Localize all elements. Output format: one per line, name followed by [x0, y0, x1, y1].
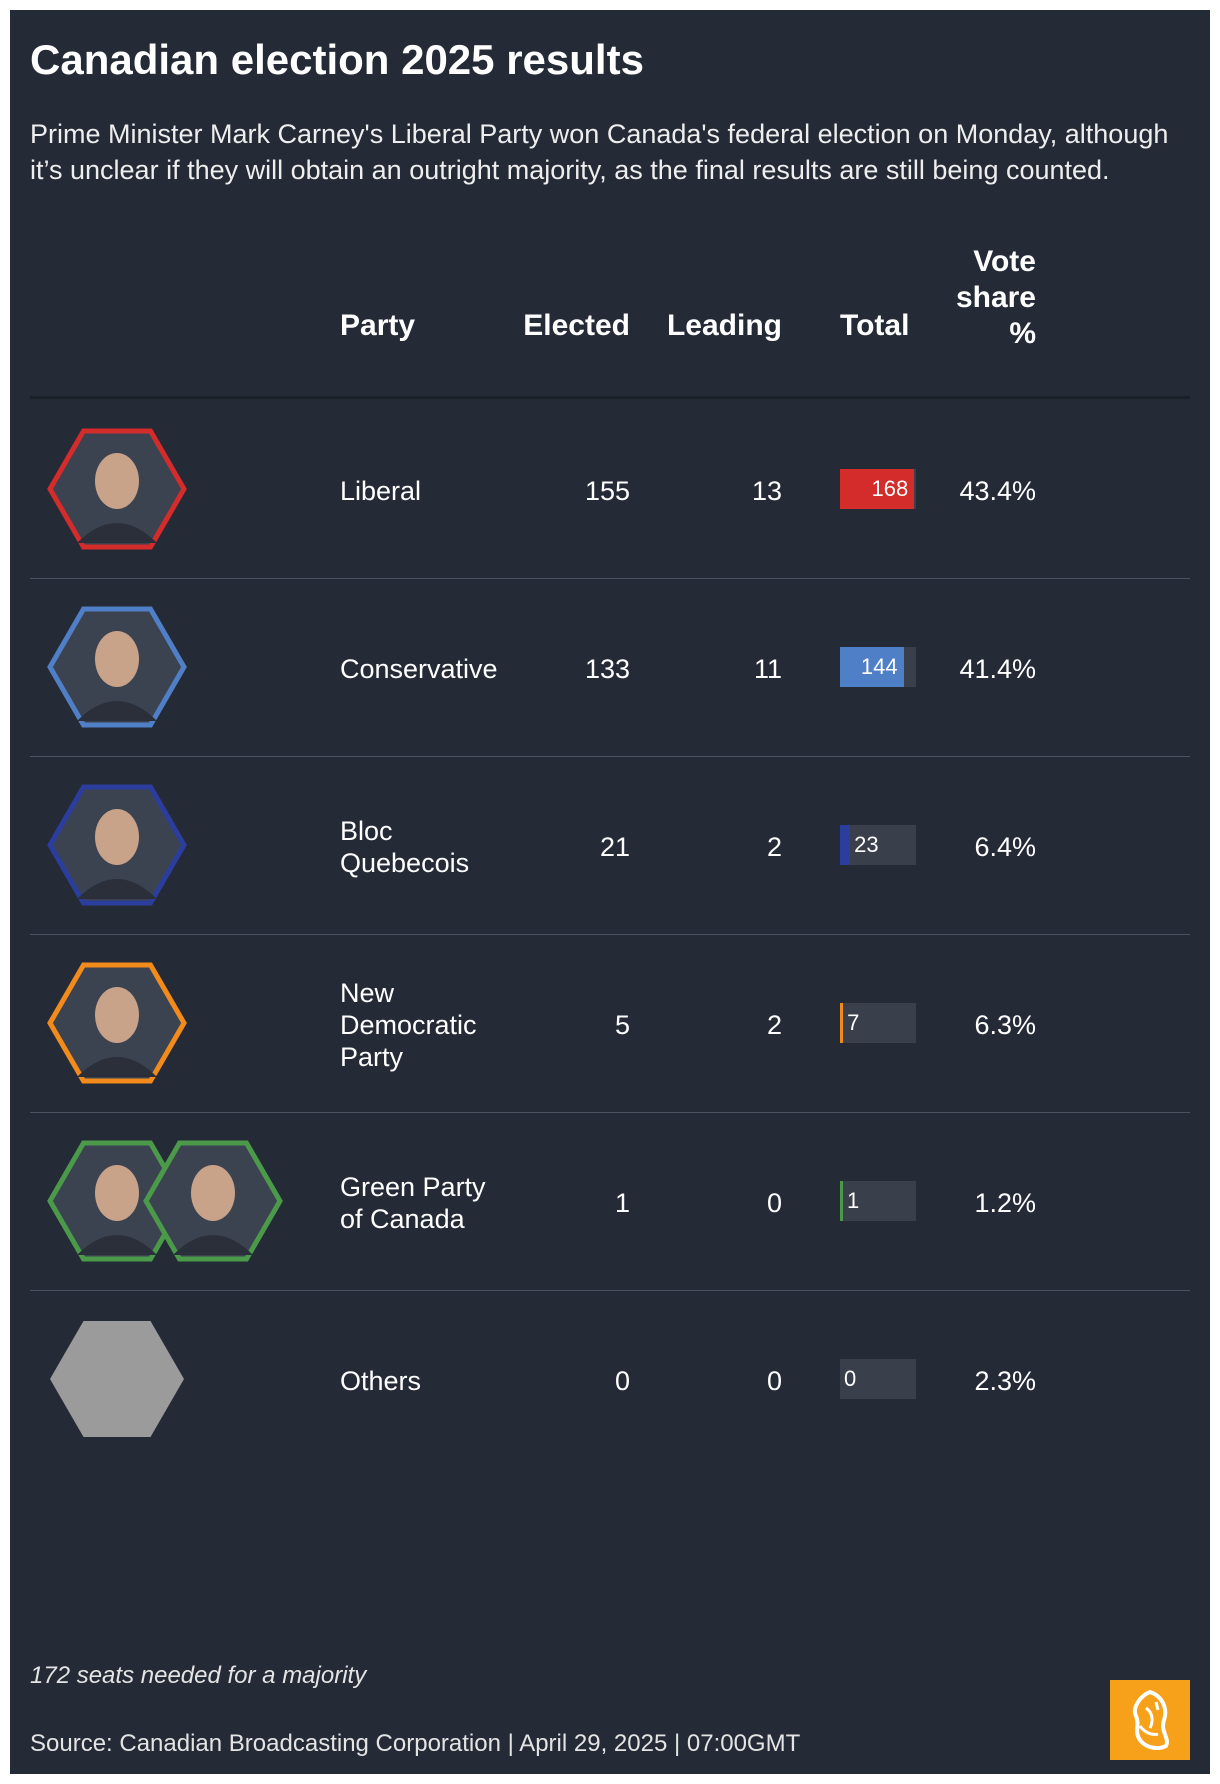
party-name-line: Quebecois — [340, 848, 470, 878]
face-shape — [95, 1165, 139, 1221]
header-elected: Elected — [523, 309, 630, 342]
total-bar-track: 7 — [840, 1003, 916, 1043]
party-name-line: of Canada — [340, 1204, 465, 1234]
total-bar-track: 23 — [840, 825, 916, 865]
vote-share-value: 6.3% — [974, 1010, 1036, 1040]
vote-share-value: 2.3% — [974, 1366, 1036, 1396]
total-bar-track: 144 — [840, 647, 916, 687]
leading-value: 0 — [766, 1188, 782, 1218]
elected-value: 133 — [584, 654, 630, 684]
shoulders-shape — [77, 1057, 157, 1077]
header-vote-share-line-1: Vote — [973, 245, 1036, 278]
party-name-line: Conservative — [340, 654, 498, 684]
party-name-line: New — [340, 978, 395, 1008]
chart-subtitle: Prime Minister Mark Carney's Liberal Par… — [30, 119, 1169, 185]
header-vote-share-line-3: % — [1009, 317, 1036, 350]
elected-value: 0 — [614, 1366, 630, 1396]
al-jazeera-logo-icon — [1110, 1680, 1190, 1760]
shoulders-shape — [77, 1235, 157, 1255]
party-name: Conservative — [340, 653, 498, 685]
source-line: Source: Canadian Broadcasting Corporatio… — [30, 1730, 801, 1757]
header-party: Party — [340, 309, 416, 342]
total-bar-fill — [840, 825, 851, 865]
header-total: Total — [840, 309, 910, 342]
party-name-line: Party — [340, 1042, 404, 1072]
face-shape — [191, 1165, 235, 1221]
others-placeholder-icon — [50, 1321, 184, 1437]
leader-photo-hexagon — [47, 784, 187, 906]
header-divider — [30, 396, 1190, 399]
total-bar-fill — [840, 469, 915, 509]
total-bar-label: 7 — [847, 1010, 860, 1035]
row-divider — [30, 1290, 1190, 1291]
shoulders-shape — [77, 523, 157, 543]
row-divider — [30, 756, 1190, 757]
party-name: New Democratic Party — [340, 977, 477, 1073]
total-bar-fill — [840, 647, 904, 687]
party-name-line: Democratic — [340, 1010, 477, 1040]
total-bar-fill — [840, 1181, 843, 1221]
total-bar-track: 1 — [840, 1181, 916, 1221]
leading-value: 0 — [766, 1366, 782, 1396]
face-shape — [95, 987, 139, 1043]
elected-value: 1 — [614, 1188, 630, 1218]
party-name-line: Others — [340, 1366, 422, 1396]
green-leaders-photo-icon — [47, 1140, 283, 1262]
elected-value: 21 — [599, 832, 630, 862]
leader-photo-hexagon-left — [47, 1140, 187, 1262]
total-bar-track: 168 — [840, 469, 916, 509]
total-bar-fill — [840, 1003, 844, 1043]
shoulders-shape — [77, 879, 157, 899]
total-bar-label: 144 — [860, 654, 898, 679]
total-bar-label: 0 — [844, 1366, 857, 1391]
shoulders-shape — [77, 701, 157, 721]
leader-photo-hexagon — [47, 606, 187, 728]
face-shape — [95, 631, 139, 687]
vote-share-value: 43.4% — [959, 476, 1036, 506]
leading-value: 13 — [751, 476, 782, 506]
elected-value: 155 — [584, 476, 630, 506]
vote-share-value: 41.4% — [959, 654, 1036, 684]
party-name: Others — [340, 1365, 421, 1397]
row-divider — [30, 934, 1190, 935]
total-bar-label: 168 — [871, 476, 909, 501]
elected-value: 5 — [614, 1010, 630, 1040]
row-divider — [30, 578, 1190, 579]
ndp-leader-photo-icon — [47, 962, 187, 1084]
total-bar-label: 23 — [854, 832, 879, 857]
total-bar-label: 1 — [847, 1188, 860, 1213]
leader-photo-hexagon — [50, 1321, 184, 1437]
majority-note: 172 seats needed for a majority — [30, 1662, 367, 1689]
header-vote-share: Vote share % — [910, 244, 1036, 352]
party-name: Green Party of Canada — [340, 1171, 486, 1235]
bloc-leader-photo-icon — [47, 784, 187, 906]
party-name: Bloc Quebecois — [340, 815, 469, 879]
liberal-leader-photo-icon — [47, 428, 187, 550]
party-name-line: Liberal — [340, 476, 422, 506]
face-shape — [95, 453, 139, 509]
conservative-leader-photo-icon — [47, 606, 187, 728]
shoulders-shape — [173, 1235, 253, 1255]
party-name-line: Bloc — [340, 816, 393, 846]
leader-photo-hexagon — [47, 962, 187, 1084]
leader-photo-hexagon — [47, 428, 187, 550]
vote-share-value: 6.4% — [974, 832, 1036, 862]
header-leading: Leading — [666, 309, 782, 342]
leader-photo-hexagon-right — [143, 1140, 283, 1262]
results-card: Canadian election 2025 results Prime Min… — [10, 10, 1210, 1774]
leading-value: 2 — [766, 832, 782, 862]
chart-title: Canadian election 2025 results — [30, 36, 644, 83]
header-vote-share-line-2: share — [955, 281, 1036, 314]
party-name-line: Green Party — [340, 1172, 486, 1202]
face-shape — [95, 809, 139, 865]
row-divider — [30, 1112, 1190, 1113]
leading-value: 11 — [753, 654, 782, 684]
vote-share-value: 1.2% — [974, 1188, 1036, 1218]
total-bar-track: 0 — [840, 1359, 916, 1399]
party-name: Liberal — [340, 475, 421, 507]
leading-value: 2 — [766, 1010, 782, 1040]
